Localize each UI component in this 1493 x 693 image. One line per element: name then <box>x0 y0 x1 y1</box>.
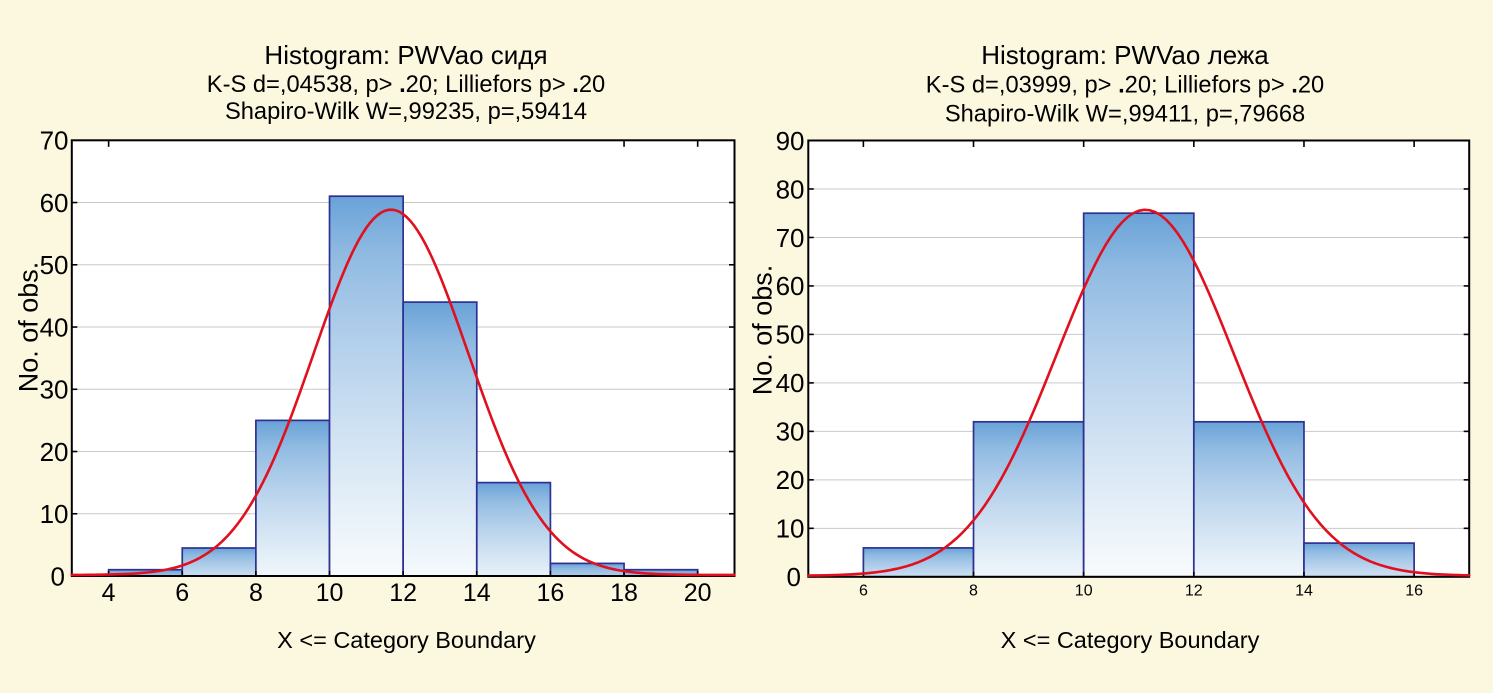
svg-text:60: 60 <box>40 188 69 218</box>
svg-text:4: 4 <box>102 579 116 607</box>
svg-text:14: 14 <box>1295 583 1313 600</box>
svg-text:60: 60 <box>776 271 805 301</box>
svg-text:8: 8 <box>969 583 978 600</box>
svg-text:No. of obs.: No. of obs. <box>14 262 44 393</box>
svg-text:90: 90 <box>776 126 805 156</box>
svg-text:40: 40 <box>40 312 69 342</box>
svg-text:K-S d=,03999, p> .20; Lilliefo: K-S d=,03999, p> .20; Lilliefors p> .20 <box>926 72 1324 98</box>
svg-text:Shapiro-Wilk W=,99235, p=,5941: Shapiro-Wilk W=,99235, p=,59414 <box>225 99 587 125</box>
svg-text:12: 12 <box>389 579 417 607</box>
svg-text:Histogram: PWVao лежа: Histogram: PWVao лежа <box>981 40 1269 70</box>
svg-text:X <= Category Boundary: X <= Category Boundary <box>277 627 536 653</box>
svg-text:50: 50 <box>776 320 805 350</box>
svg-text:70: 70 <box>776 223 805 253</box>
svg-text:16: 16 <box>536 579 564 607</box>
svg-text:6: 6 <box>859 583 868 600</box>
svg-text:K-S d=,04538, p> .20; Lilliefo: K-S d=,04538, p> .20; Lilliefors p> .20 <box>207 72 605 98</box>
svg-text:X <= Category Boundary: X <= Category Boundary <box>1001 627 1260 653</box>
svg-text:6: 6 <box>175 579 189 607</box>
svg-text:8: 8 <box>249 579 263 607</box>
svg-text:18: 18 <box>610 579 638 607</box>
svg-text:Histogram: PWVao сидя: Histogram: PWVao сидя <box>264 40 547 70</box>
svg-text:30: 30 <box>40 375 69 405</box>
svg-text:12: 12 <box>1185 583 1203 600</box>
svg-text:10: 10 <box>316 579 344 607</box>
svg-text:70: 70 <box>40 126 69 156</box>
svg-text:10: 10 <box>40 499 69 529</box>
svg-text:Shapiro-Wilk W=,99411, p=,7966: Shapiro-Wilk W=,99411, p=,79668 <box>945 102 1305 128</box>
svg-text:20: 20 <box>776 465 805 495</box>
svg-text:80: 80 <box>776 174 805 204</box>
svg-text:20: 20 <box>684 579 712 607</box>
svg-text:20: 20 <box>40 437 69 467</box>
svg-text:14: 14 <box>463 579 491 607</box>
svg-text:30: 30 <box>776 417 805 447</box>
svg-text:50: 50 <box>40 250 69 280</box>
svg-text:10: 10 <box>1075 583 1093 600</box>
svg-text:40: 40 <box>776 368 805 398</box>
svg-text:0: 0 <box>51 561 65 591</box>
svg-text:No. of obs.: No. of obs. <box>748 265 778 396</box>
svg-text:10: 10 <box>776 514 805 544</box>
svg-text:0: 0 <box>787 562 801 592</box>
svg-text:16: 16 <box>1405 583 1423 600</box>
